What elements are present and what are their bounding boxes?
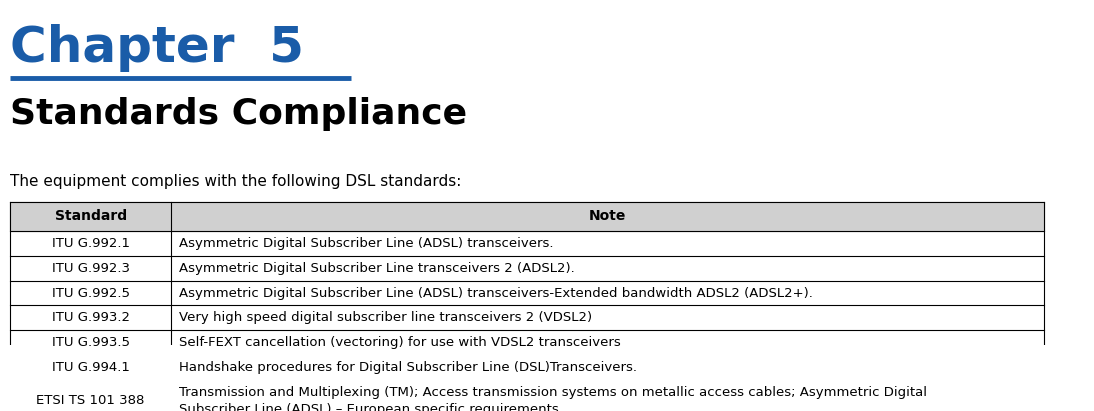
Text: ITU G.993.2: ITU G.993.2: [51, 312, 129, 324]
Text: Asymmetric Digital Subscriber Line transceivers 2 (ADSL2).: Asymmetric Digital Subscriber Line trans…: [179, 262, 574, 275]
Text: Self-FEXT cancellation (vectoring) for use with VDSL2 transceivers: Self-FEXT cancellation (vectoring) for u…: [179, 336, 620, 349]
Text: ITU G.994.1: ITU G.994.1: [51, 361, 129, 374]
Bar: [11, 202, 1044, 231]
Text: ITU G.992.1: ITU G.992.1: [51, 237, 129, 250]
Text: Standards Compliance: Standards Compliance: [11, 97, 467, 131]
Text: The equipment complies with the following DSL standards:: The equipment complies with the followin…: [11, 174, 462, 189]
Text: Handshake procedures for Digital Subscriber Line (DSL)Transceivers.: Handshake procedures for Digital Subscri…: [179, 361, 637, 374]
Text: Chapter  5: Chapter 5: [11, 24, 304, 72]
Text: Asymmetric Digital Subscriber Line (ADSL) transceivers.: Asymmetric Digital Subscriber Line (ADSL…: [179, 237, 554, 250]
Text: ITU G.992.5: ITU G.992.5: [51, 286, 129, 300]
Text: Very high speed digital subscriber line transceivers 2 (VDSL2): Very high speed digital subscriber line …: [179, 312, 592, 324]
Text: ETSI TS 101 388: ETSI TS 101 388: [36, 394, 144, 407]
Text: Standard: Standard: [55, 209, 127, 223]
Text: Asymmetric Digital Subscriber Line (ADSL) transceivers-Extended bandwidth ADSL2 : Asymmetric Digital Subscriber Line (ADSL…: [179, 286, 813, 300]
Text: Transmission and Multiplexing (TM); Access transmission systems on metallic acce: Transmission and Multiplexing (TM); Acce…: [179, 386, 927, 411]
Text: ITU G.992.3: ITU G.992.3: [51, 262, 129, 275]
Text: ITU G.993.5: ITU G.993.5: [51, 336, 129, 349]
Text: Note: Note: [589, 209, 626, 223]
